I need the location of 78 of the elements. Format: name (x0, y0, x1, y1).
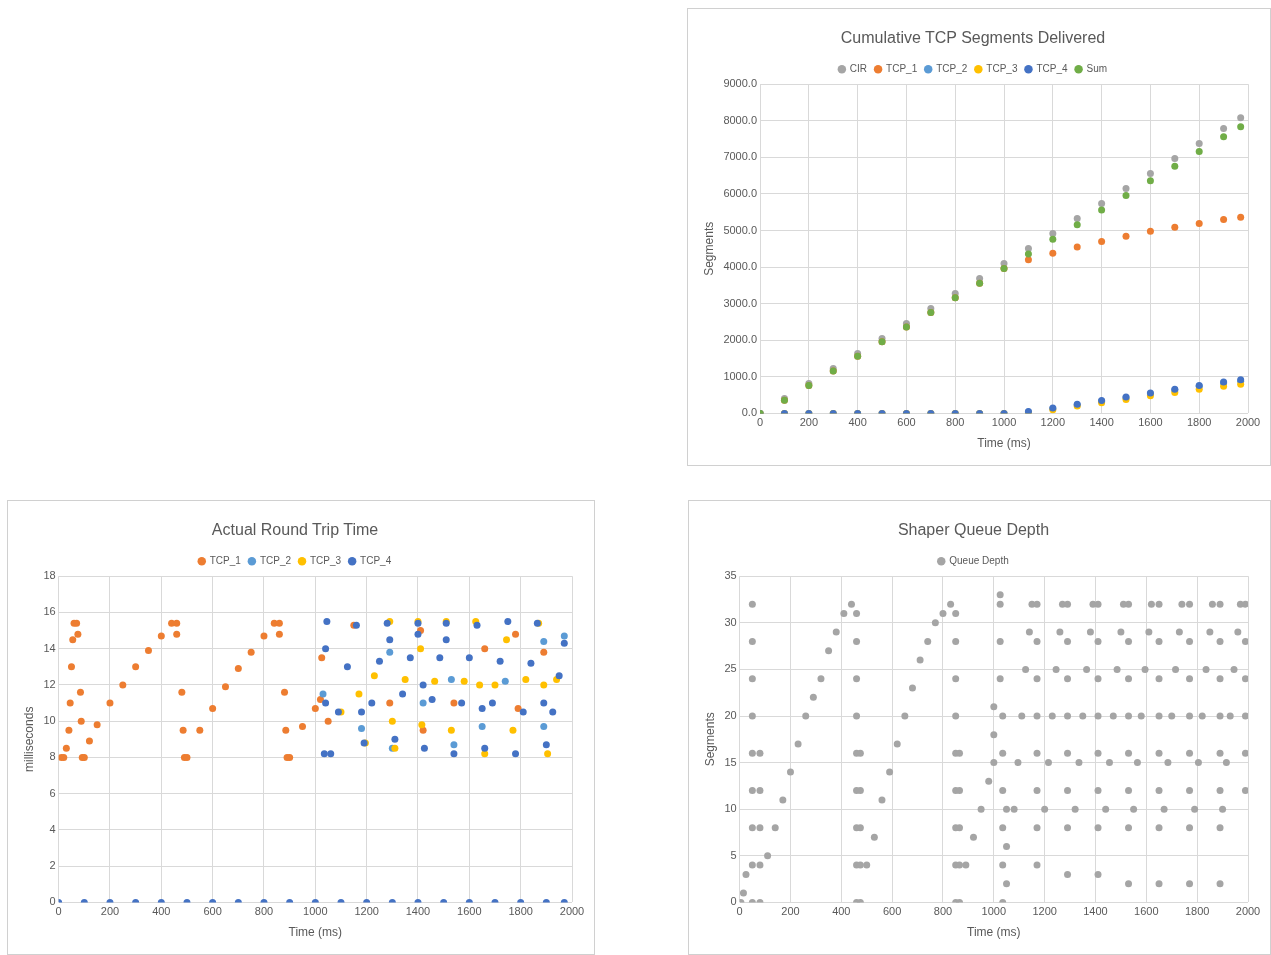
y-tick-label: 6000.0 (723, 186, 758, 199)
legend-label: TCP_3 (310, 554, 342, 566)
y-tick-label: 0 (49, 895, 56, 908)
y-tick-label: 3000.0 (723, 296, 758, 309)
y-tick-label: 5 (730, 848, 737, 861)
x-tick-label: 1400 (405, 905, 431, 918)
y-axis-title: Segments (701, 221, 716, 276)
legend-label: TCP_1 (209, 554, 242, 566)
y-tick-label: 8 (49, 750, 56, 763)
y-tick-label: 2000.0 (723, 333, 758, 346)
legend-label: TCP_4 (1036, 62, 1069, 74)
x-tick-label: 2000 (1235, 905, 1261, 918)
x-tick-label: 600 (203, 905, 222, 918)
x-tick-label: 600 (882, 905, 902, 918)
x-tick-label: 1400 (1083, 905, 1108, 918)
y-tick-label: 12 (43, 677, 56, 690)
x-tick-label: 1200 (1040, 416, 1066, 429)
x-tick-label: 400 (152, 905, 171, 918)
x-tick-label: 200 (781, 905, 800, 918)
y-tick-label: 18 (43, 569, 56, 582)
x-tick-label: 1200 (354, 905, 379, 918)
y-tick-label: 4000.0 (723, 260, 758, 273)
legend-label: Queue Depth (949, 554, 1009, 566)
y-tick-label: 0.0 (741, 406, 758, 419)
y-tick-label: 6 (49, 786, 56, 799)
x-tick-label: 2000 (1235, 416, 1261, 429)
y-tick-label: 10 (724, 802, 737, 815)
x-tick-label: 1800 (1184, 905, 1210, 918)
x-tick-label: 800 (254, 905, 274, 918)
y-tick-label: 9000.0 (723, 77, 758, 90)
y-tick-label: 1000.0 (723, 369, 758, 382)
x-tick-label: 2000 (559, 905, 585, 918)
x-tick-label: 1600 (457, 905, 482, 918)
legend-label: CIR (849, 62, 868, 74)
chart-title: Cumulative TCP Segments Delivered (840, 29, 1106, 47)
x-axis-title: Time (ms) (288, 925, 343, 940)
y-tick-label: 15 (724, 755, 737, 768)
x-tick-label: 1400 (1089, 416, 1114, 429)
y-tick-label: 14 (43, 641, 56, 654)
legend-label: TCP_4 (360, 554, 392, 566)
x-tick-label: 1000 (991, 416, 1017, 429)
x-tick-label: 1000 (981, 905, 1007, 918)
x-tick-label: 800 (933, 905, 953, 918)
y-tick-label: 2 (49, 859, 56, 872)
y-tick-label: 4 (49, 822, 56, 835)
y-tick-label: 16 (43, 605, 56, 618)
x-tick-label: 400 (848, 416, 867, 429)
legend-label: TCP_1 (886, 62, 918, 74)
x-axis-title: Time (ms) (977, 436, 1031, 451)
y-tick-label: 30 (724, 615, 737, 628)
x-tick-label: 200 (799, 416, 819, 429)
x-tick-label: 800 (946, 416, 965, 429)
x-tick-label: 400 (832, 905, 851, 918)
legend-label: TCP_2 (259, 554, 292, 566)
y-tick-label: 10 (43, 714, 56, 727)
x-tick-label: 1200 (1032, 905, 1057, 918)
y-tick-label: 20 (724, 709, 737, 722)
y-tick-label: 5000.0 (723, 223, 758, 236)
legend-label: Sum (1086, 62, 1108, 74)
y-tick-label: 35 (724, 569, 737, 582)
x-tick-label: 1600 (1134, 905, 1159, 918)
x-axis-title: Time (ms) (967, 925, 1021, 940)
legend-label: TCP_3 (986, 62, 1018, 74)
chart-title: Actual Round Trip Time (211, 521, 379, 539)
y-tick-label: 8000.0 (723, 113, 758, 126)
x-tick-label: 1000 (303, 905, 328, 918)
legend-label: TCP_2 (936, 62, 968, 74)
y-axis-title: Segments (702, 712, 717, 767)
y-tick-label: 7000.0 (723, 150, 758, 163)
x-tick-label: 1800 (1186, 416, 1212, 429)
y-tick-label: 25 (724, 662, 737, 675)
chart-title: Shaper Queue Depth (897, 521, 1050, 539)
y-axis-title: milliseconds (21, 706, 36, 772)
x-tick-label: 1600 (1138, 416, 1163, 429)
x-tick-label: 600 (897, 416, 916, 429)
x-tick-label: 1800 (508, 905, 533, 918)
x-tick-label: 200 (100, 905, 120, 918)
y-tick-label: 0 (730, 895, 737, 908)
